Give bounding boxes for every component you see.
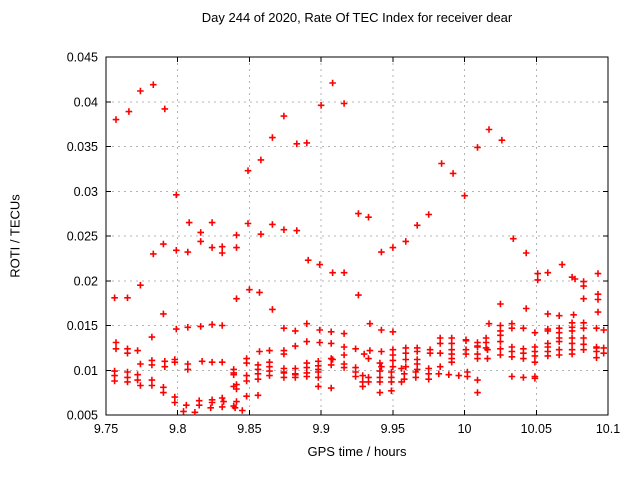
y-tick-label: 0.005	[67, 409, 98, 423]
x-tick-label: 10.1	[596, 422, 620, 436]
x-tick-label: 10.05	[521, 422, 552, 436]
y-tick-label: 0.015	[67, 319, 98, 333]
x-tick-label: 9.8	[169, 422, 186, 436]
x-tick-label: 9.75	[94, 422, 118, 436]
y-tick-label: 0.03	[74, 185, 98, 199]
x-tick-label: 9.95	[381, 422, 405, 436]
x-tick-label: 10	[458, 422, 472, 436]
grid-lines	[106, 57, 608, 415]
y-tick-label: 0.04	[74, 95, 98, 109]
scatter-points	[111, 79, 607, 416]
y-tick-label: 0.035	[67, 140, 98, 154]
y-tick-label: 0.01	[74, 364, 98, 378]
x-tick-label: 9.9	[312, 422, 329, 436]
plot-border	[105, 56, 609, 416]
x-tick-label: 9.85	[237, 422, 261, 436]
x-axis-label: GPS time / hours	[307, 444, 407, 459]
y-tick-label: 0.02	[74, 274, 98, 288]
y-tick-label: 0.045	[67, 51, 98, 65]
chart-title: Day 244 of 2020, Rate Of TEC Index for r…	[201, 10, 513, 25]
y-tick-label: 0.025	[67, 230, 98, 244]
